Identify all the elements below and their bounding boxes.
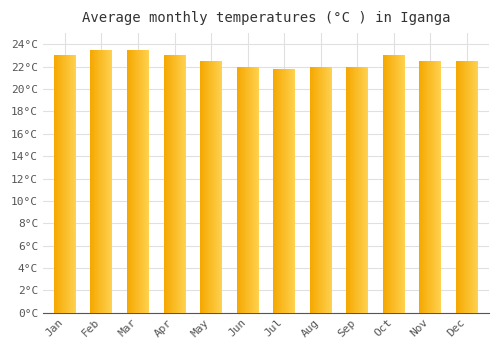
Title: Average monthly temperatures (°C ) in Iganga: Average monthly temperatures (°C ) in Ig… [82, 11, 450, 25]
